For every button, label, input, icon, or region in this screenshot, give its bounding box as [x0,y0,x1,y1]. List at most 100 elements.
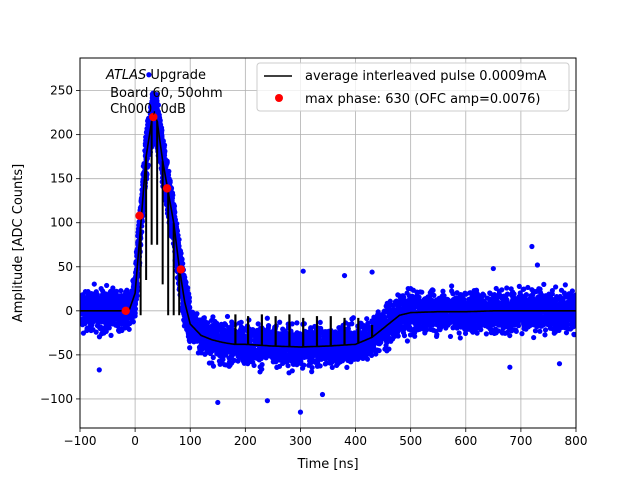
blue-data-point [345,326,351,332]
blue-data-point [537,328,543,334]
blue-data-point [491,292,498,298]
blue-data-point [532,328,539,334]
blue-data-point [474,330,480,336]
blue-data-point [265,322,272,329]
blue-data-point [132,301,139,307]
blue-data-point [93,329,99,335]
blue-data-point [289,321,295,327]
blue-data-point [194,311,200,317]
blue-data-point [344,364,350,370]
blue-data-point [447,333,454,340]
blue-data-point [563,330,570,336]
blue-data-point [205,320,211,326]
blue-data-point [488,326,494,332]
blue-data-point [373,351,379,357]
blue-data-point [126,326,132,332]
blue-data-point [294,320,300,326]
blue-data-point [308,325,314,331]
blue-data-point [210,354,216,361]
blue-data-point [224,313,231,320]
blue-data-point [355,356,361,362]
blue-data-point [499,287,505,293]
blue-data-point [511,291,517,297]
blue-data-point [259,362,265,368]
blue-data-point [478,327,484,333]
blue-data-point [564,321,570,327]
blue-data-point [549,291,555,297]
blue-data-point [404,338,411,344]
blue-data-point [516,283,522,289]
blue-data-point [481,292,487,298]
blue-data-point [309,369,315,375]
blue-data-point [513,328,519,334]
blue-data-point [419,289,425,295]
blue-data-point [317,319,323,326]
blue-data-point [401,294,407,300]
blue-data-point [440,288,446,294]
blue-data-point [251,362,257,369]
blue-data-point [541,281,547,287]
blue-data-point [210,363,217,369]
blue-data-point [430,287,436,293]
blue-data-point [523,291,529,298]
blue-data-point [106,325,112,331]
blue-data-point [456,330,462,336]
blue-data-point [407,332,414,338]
blue-data-point [542,332,548,338]
blue-data-point [553,284,559,290]
blue-data-point [110,285,116,291]
blue-data-point [531,334,537,341]
blue-data-point [401,333,408,339]
blue-data-point [430,322,436,328]
blue-data-point [569,288,575,294]
blue-data-point [259,366,265,372]
blue-data-point [572,292,576,298]
blue-data-point [462,330,469,337]
blue-data-point [519,331,525,337]
blue-data-point [301,362,307,368]
blue-data-point [457,335,463,341]
blue-data-point [504,291,511,297]
blue-data-point [285,363,291,369]
blue-data-point [562,282,568,288]
blue-data-point [130,319,136,325]
blue-data-point [255,321,261,327]
blue-data-point [350,315,356,321]
blue-data-point [349,321,355,327]
blue-data-point [450,291,456,297]
blue-data-point [210,314,216,320]
blue-data-point [317,363,323,369]
blue-data-point [573,300,576,306]
blue-data-point [104,282,110,289]
blue-data-point [316,333,323,340]
blue-data-point [441,293,447,299]
blue-data-point [434,331,440,338]
blue-data-point [542,327,549,333]
blue-data-point [507,332,513,339]
blue-data-point [449,283,455,289]
blue-data-point [91,281,97,287]
blue-data-point [248,337,254,343]
blue-data-point [108,332,114,338]
blue-data-point [386,346,392,352]
blue-data-point [483,331,489,337]
blue-data-point [289,368,295,374]
blue-data-point [309,364,315,371]
blue-data-point [525,284,531,291]
blue-data-point [368,352,375,358]
blue-data-point [132,306,139,312]
blue-data-point [376,347,382,354]
blue-data-point [118,288,124,294]
blue-data-point [238,319,244,325]
blue-data-point [264,315,270,321]
blue-data-point [395,333,401,339]
blue-data-point [364,316,370,322]
blue-data-point [521,286,527,292]
blue-data-point [364,356,371,362]
blue-data-point [113,288,120,294]
blue-data-point [504,285,510,291]
blue-data-point [571,331,576,337]
blue-data-point [277,319,283,325]
blue-data-point [431,292,437,298]
